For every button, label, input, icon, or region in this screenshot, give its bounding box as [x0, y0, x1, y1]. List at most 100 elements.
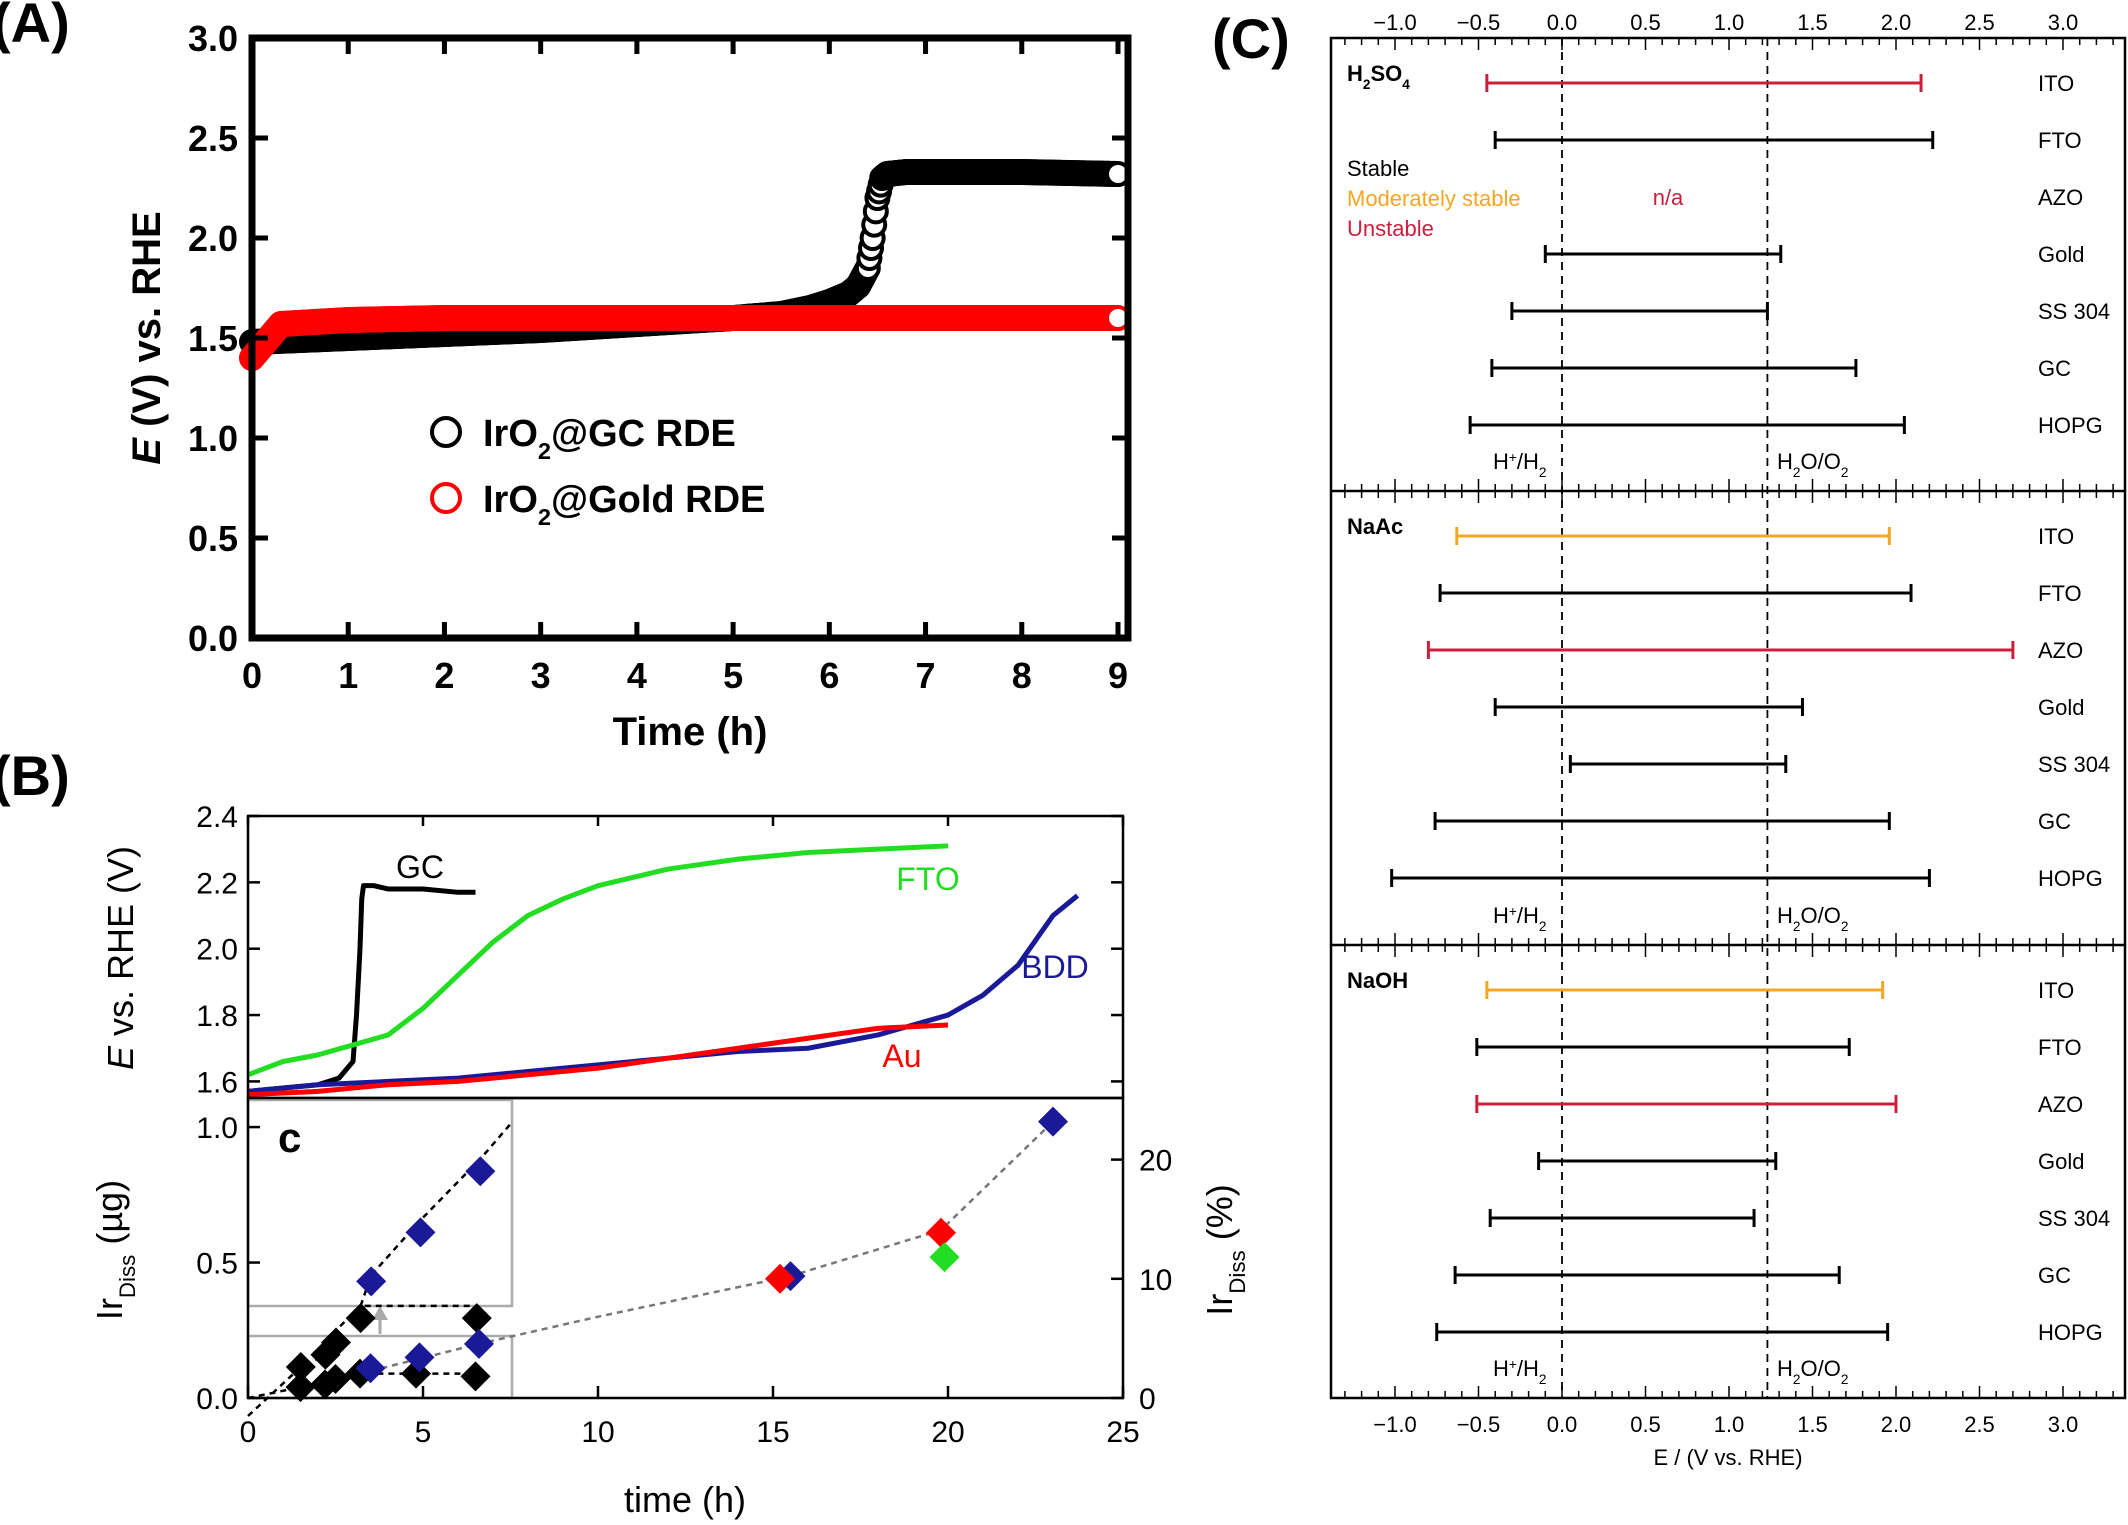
series-label-fto: FTO [896, 861, 959, 897]
x-tick-label: 0.5 [1630, 1412, 1661, 1437]
inset-trend-blue [359, 1121, 513, 1307]
x-tick-label: 0 [240, 1416, 257, 1449]
y-tick-label: 1.5 [188, 318, 238, 359]
trend-gray [359, 1120, 1054, 1375]
inset-point-blue [356, 1266, 387, 1297]
y-tick-label: 0.0 [188, 618, 238, 659]
panel-label-b: (B) [0, 744, 70, 807]
row-label: SS 304 [2038, 1206, 2110, 1231]
row-label: Gold [2038, 242, 2084, 267]
ref-label-oxygen: H2O/O2 [1777, 449, 1848, 480]
row-label: AZO [2038, 638, 2083, 663]
x-tick-label: 2.0 [1881, 1412, 1912, 1437]
inset-point-blue [465, 1156, 496, 1187]
x-tick-label: −1.0 [1373, 1412, 1416, 1437]
inset-point-blue [405, 1217, 436, 1248]
x-tick-top-label: 3.0 [2048, 10, 2079, 35]
x-axis-label: time (h) [624, 1479, 746, 1520]
row-label: FTO [2038, 1035, 2082, 1060]
y-tick-right-label: 10 [1139, 1264, 1172, 1297]
series-label-au: Au [882, 1038, 921, 1074]
x-tick-label: 3.0 [2048, 1412, 2079, 1437]
row-label: ITO [2038, 978, 2074, 1003]
panel-label-c: (C) [1212, 7, 1290, 70]
legend-marker [430, 482, 462, 514]
ref-label-hydrogen: H+/H2 [1493, 1356, 1546, 1387]
plot-frame [1329, 36, 2127, 1400]
y-tick-label: 0.0 [196, 1383, 238, 1416]
y-axis-label: E vs. RHE (V) [100, 846, 141, 1070]
x-tick-label: 8 [1012, 655, 1032, 696]
x-tick-top-label: −1.0 [1373, 10, 1416, 35]
y-axis-label: E (V) vs. RHE [125, 211, 169, 464]
x-tick-top-label: 2.5 [1964, 10, 1995, 35]
group-title: H2SO4 [1347, 61, 1410, 92]
row-label: FTO [2038, 581, 2082, 606]
y-tick-label: 2.0 [188, 218, 238, 259]
y-tick-label: 2.5 [188, 118, 238, 159]
chart-b-bottom: c 0.0 0.5 1.0 0 10 20 0 5 10 15 20 25 time (h) IrDiss … [89, 1096, 1250, 1520]
x-tick-label: 4 [627, 655, 647, 696]
row-label: SS 304 [2038, 299, 2110, 324]
series-line-bdd [247, 893, 1080, 1094]
legend-marker [430, 416, 462, 448]
data-point [464, 1328, 494, 1359]
x-tick-label: 1 [338, 655, 358, 696]
legend-label: IrO2@Gold RDE [483, 479, 765, 530]
legend-label: Stable [1347, 156, 1409, 181]
x-tick-label: 2.5 [1964, 1412, 1995, 1437]
row-label: HOPG [2038, 413, 2103, 438]
inset-point-black [345, 1303, 376, 1334]
x-tick-label: 20 [931, 1416, 964, 1449]
data-point [285, 1372, 316, 1403]
x-axis-label: E / (V vs. RHE) [1653, 1445, 1802, 1470]
legend-label: Unstable [1347, 216, 1434, 241]
inset-point-black [321, 1327, 351, 1358]
data-point [320, 1364, 351, 1395]
x-tick-label: 7 [916, 655, 936, 696]
series-line-au [247, 1022, 949, 1098]
ref-label-oxygen: H2O/O2 [1777, 903, 1848, 934]
row-label: ITO [2038, 71, 2074, 96]
ref-label-oxygen: H2O/O2 [1777, 1356, 1848, 1387]
x-tick-label: −0.5 [1457, 1412, 1500, 1437]
chart-b-top: GC FTO BDD Au 1.6 1.8 2.0 2.2 2.4 E vs. RHE (V) [100, 801, 1125, 1099]
data-point [1038, 1106, 1068, 1137]
series-label-bdd: BDD [1021, 949, 1089, 985]
y-tick-label: 0.5 [196, 1248, 238, 1281]
x-tick-top-label: 0.5 [1630, 10, 1661, 35]
data-point [926, 1217, 956, 1248]
x-tick-top-label: 1.0 [1714, 10, 1745, 35]
data-point [765, 1263, 795, 1294]
row-label: AZO [2038, 1092, 2083, 1117]
y-tick-label: 1.8 [196, 1000, 238, 1033]
y-tick-label: 2.0 [196, 934, 238, 967]
x-tick-label: 2 [434, 655, 454, 696]
zoom-arrow-head [372, 1306, 388, 1320]
plot-frame [246, 1096, 1125, 1400]
data-point [929, 1242, 960, 1273]
y-tick-label: 2.4 [196, 801, 238, 834]
panel-label-a: (A) [0, 0, 70, 54]
ref-label-hydrogen: H+/H2 [1493, 903, 1546, 934]
y-tick-label: 1.0 [188, 418, 238, 459]
x-tick-label: 10 [581, 1416, 614, 1449]
inset-label: c [278, 1114, 301, 1161]
series-label-gc: GC [396, 849, 444, 885]
row-label: GC [2038, 356, 2071, 381]
inset-point-black [461, 1303, 492, 1334]
x-tick-label: 0.0 [1547, 1412, 1578, 1437]
series-line-fto [247, 843, 949, 1078]
x-tick-label: 1.5 [1797, 1412, 1828, 1437]
data-point [355, 1353, 386, 1384]
y-tick-label: 3.0 [188, 18, 238, 59]
x-tick-label: 3 [531, 655, 551, 696]
group-title: NaOH [1347, 968, 1408, 993]
chart-c: −1.0 −1.0 −0.5 −0.5 0.0 0.0 0.5 0.5 1.0 1.0 1.5 1.5… [1329, 10, 2127, 1470]
row-label: SS 304 [2038, 752, 2110, 777]
x-tick-label: 5 [415, 1416, 432, 1449]
y-tick-label: 2.2 [196, 867, 238, 900]
x-tick-label: 9 [1108, 655, 1128, 696]
x-tick-top-label: 1.5 [1797, 10, 1828, 35]
